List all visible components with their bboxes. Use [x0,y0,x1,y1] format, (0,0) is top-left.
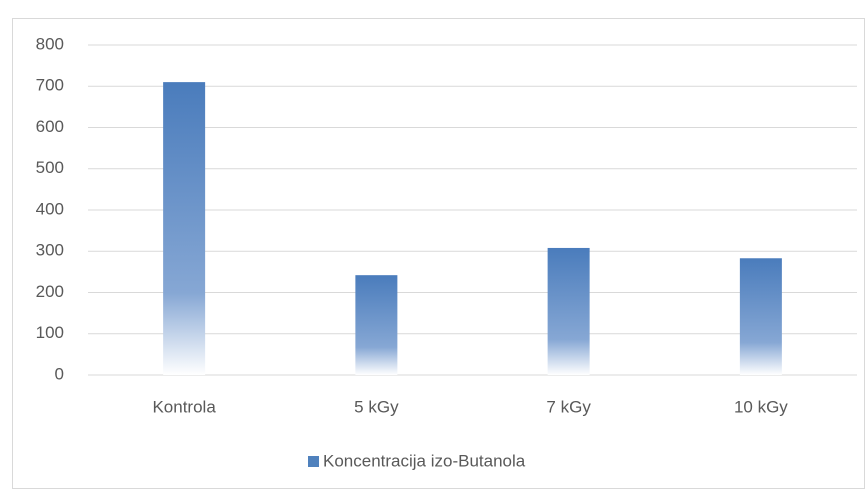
y-tick-label: 0 [55,364,64,383]
bar [355,275,398,375]
y-tick-label: 300 [36,241,64,260]
x-tick-label: 5 kGy [354,397,399,416]
bar [163,82,206,375]
x-tick-label: 7 kGy [546,397,591,416]
y-tick-label: 500 [36,158,64,177]
y-tick-label: 600 [36,117,64,136]
y-tick-label: 800 [36,34,64,53]
y-tick-label: 400 [36,199,64,218]
legend-swatch [308,456,319,467]
x-tick-label: Kontrola [152,397,216,416]
x-tick-label: 10 kGy [734,397,788,416]
y-tick-label: 100 [36,323,64,342]
legend-label: Koncentracija izo-Butanola [323,451,526,470]
y-tick-label: 200 [36,282,64,301]
y-tick-label: 700 [36,76,64,95]
bar [739,258,782,375]
bar [547,247,590,375]
chart-frame [12,18,865,489]
